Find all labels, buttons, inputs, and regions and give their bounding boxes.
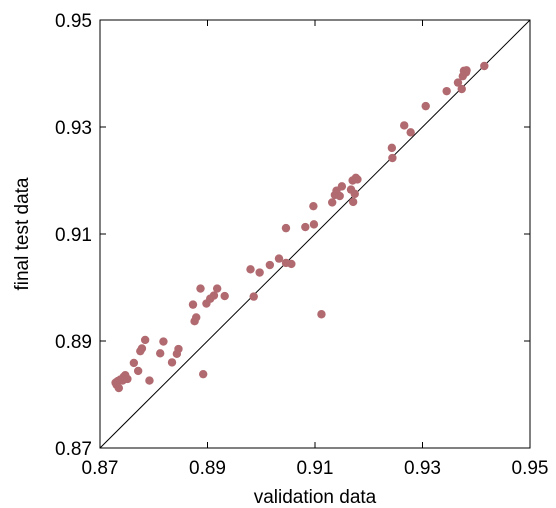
data-point	[406, 128, 415, 137]
data-point	[220, 291, 229, 301]
data-point	[137, 344, 147, 353]
data-point	[462, 66, 471, 75]
data-point	[129, 358, 139, 368]
y-axis-label: final test data	[12, 177, 33, 290]
data-point	[167, 358, 177, 367]
data-point	[442, 86, 451, 96]
data-point	[317, 310, 326, 319]
data-point	[337, 182, 347, 191]
data-point	[453, 78, 463, 87]
y-tick-label: 0.91	[55, 225, 92, 246]
data-point	[209, 291, 219, 300]
data-point	[249, 292, 258, 301]
x-tick-label: 0.87	[82, 458, 119, 479]
data-point	[350, 189, 359, 199]
data-point	[133, 366, 143, 376]
data-point	[400, 121, 409, 130]
data-point	[274, 254, 284, 263]
x-axis-label: validation data	[254, 487, 377, 508]
data-point	[457, 84, 466, 94]
y-tick-label: 0.89	[55, 332, 92, 353]
data-point	[348, 197, 358, 207]
data-point	[480, 61, 489, 71]
data-point	[212, 284, 222, 293]
data-point	[301, 222, 310, 232]
data-point	[188, 300, 198, 309]
data-point	[255, 268, 264, 277]
x-tick-label: 0.91	[297, 458, 334, 479]
data-point	[174, 344, 183, 354]
data-point	[192, 313, 201, 322]
data-point	[123, 374, 132, 384]
data-point	[388, 153, 397, 163]
data-point	[156, 349, 165, 358]
x-tick-label: 0.89	[189, 458, 226, 479]
y-tick-label: 0.87	[55, 439, 92, 460]
data-point	[353, 175, 362, 184]
x-tick-label: 0.95	[512, 458, 549, 479]
data-point	[387, 143, 397, 153]
x-tick-label: 0.93	[404, 458, 441, 479]
data-point	[281, 223, 291, 233]
data-point	[421, 101, 430, 111]
data-point	[196, 284, 205, 293]
data-point	[335, 191, 344, 201]
y-tick-label: 0.93	[55, 118, 92, 139]
data-points	[111, 61, 489, 393]
y-tick-label: 0.95	[55, 11, 92, 32]
data-point	[309, 201, 318, 211]
data-point	[199, 369, 208, 379]
data-point	[140, 335, 150, 345]
data-point	[309, 220, 319, 229]
axis-ticks: 0.87 0.89 0.91 0.93 0.95 0.87 0.89 0.91 0.93 0.95	[55, 11, 548, 479]
data-point	[114, 383, 124, 393]
data-point	[145, 376, 154, 385]
data-point	[265, 260, 275, 270]
data-point	[328, 198, 337, 207]
data-point	[159, 337, 168, 346]
data-point	[287, 259, 296, 269]
data-point	[246, 265, 255, 274]
